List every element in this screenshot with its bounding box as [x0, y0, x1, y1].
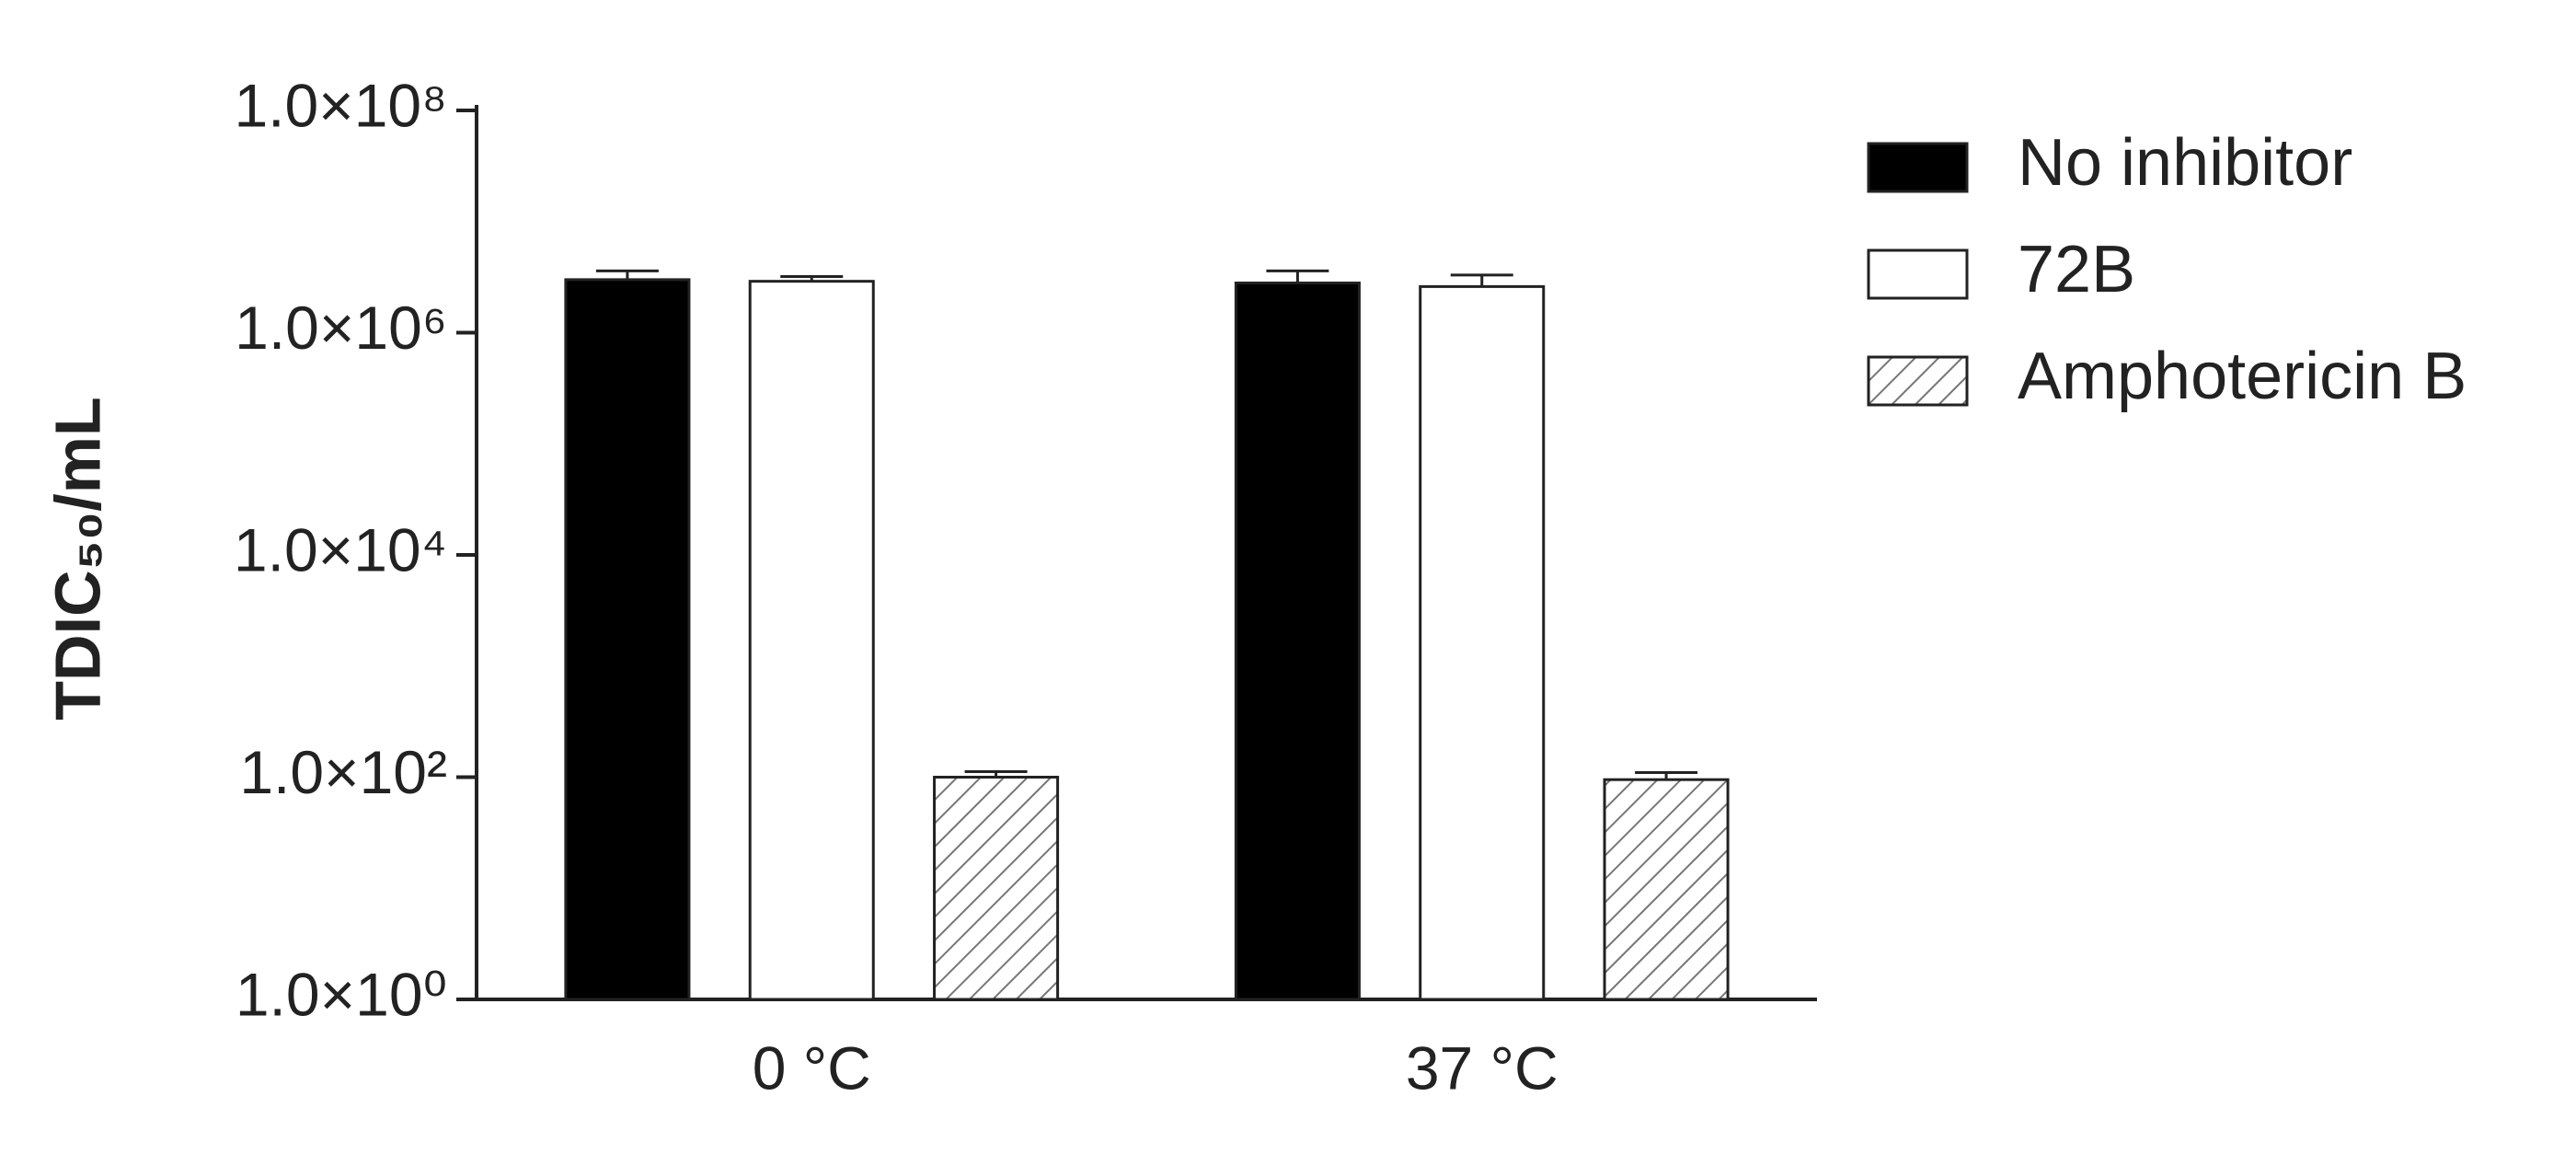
legend-label: No inhibitor — [2018, 126, 2352, 200]
bar — [1603, 778, 1730, 1001]
legend-label: Amphotericin B — [2018, 340, 2467, 413]
y-tick-label: 1.0×10⁶ — [235, 294, 447, 362]
bar — [748, 280, 875, 1001]
legend-swatch — [1867, 142, 1969, 193]
y-tick-label: 1.0×10⁰ — [236, 960, 447, 1028]
x-tick-label: 0 °C — [753, 1033, 871, 1102]
y-tick-label: 1.0×10⁸ — [234, 71, 447, 139]
legend-swatch — [1867, 248, 1969, 300]
y-tick-label: 1.0×10⁴ — [234, 515, 447, 583]
x-tick-label: 37 °C — [1406, 1033, 1558, 1102]
bar — [1234, 282, 1361, 1001]
bar — [1419, 284, 1546, 1001]
legend-label: 72B — [2018, 233, 2135, 306]
legend-swatch — [1867, 355, 1969, 407]
y-axis-label: TDIC₅₀/mL — [41, 397, 113, 720]
bar — [564, 278, 691, 1001]
y-tick-label: 1.0×10² — [239, 738, 447, 806]
bar — [933, 776, 1060, 1001]
